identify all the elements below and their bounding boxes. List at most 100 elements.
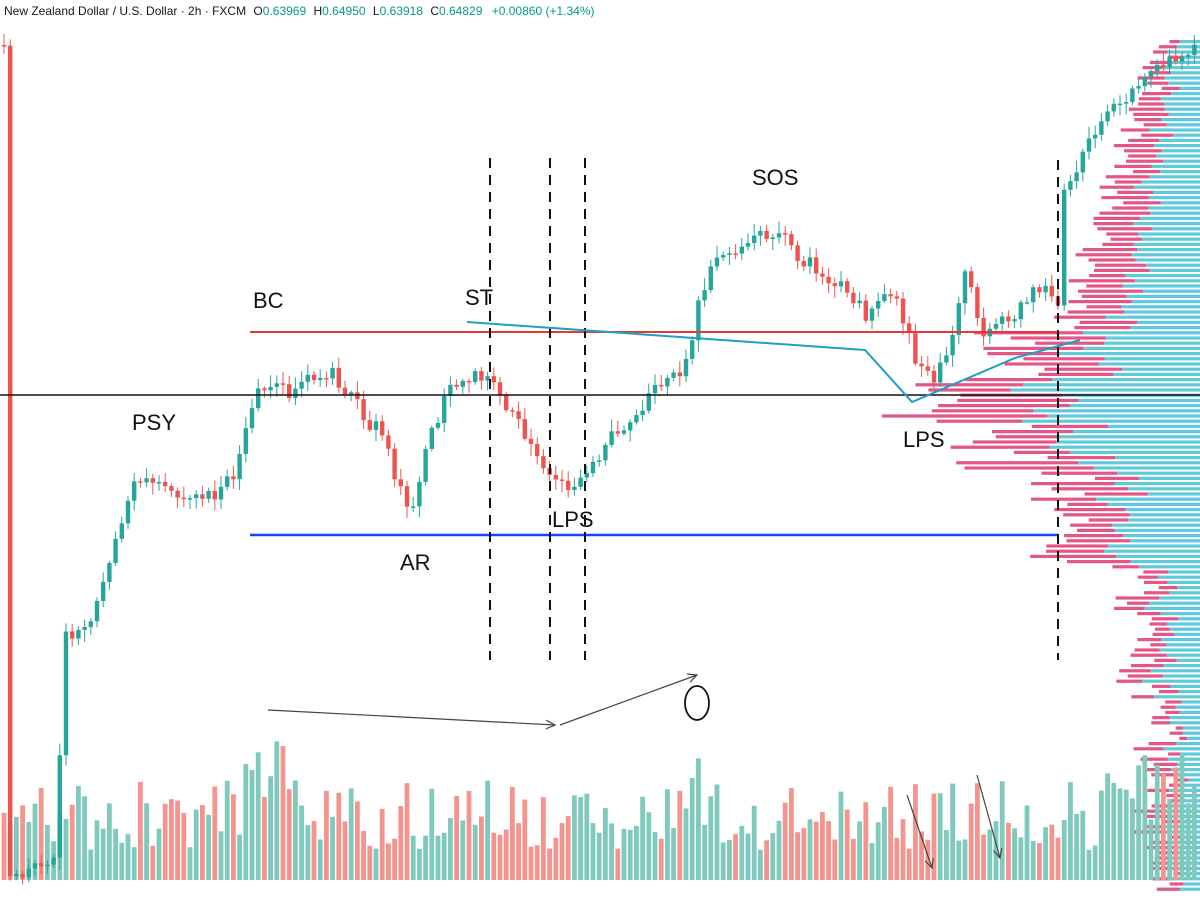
volume-profile-up: [1168, 81, 1200, 85]
label-lps-1: LPS: [552, 507, 594, 532]
volume-profile-up: [1130, 560, 1200, 564]
volume-bar: [237, 834, 242, 880]
volume-profile-up: [1103, 549, 1200, 553]
volume-profile-down: [1131, 809, 1165, 813]
candle-body: [913, 333, 918, 364]
volume-profile-up: [1149, 601, 1200, 605]
candle-body: [398, 479, 403, 487]
volume-profile-up: [1131, 300, 1200, 304]
candle-body: [714, 257, 720, 267]
label-ar: AR: [400, 550, 431, 575]
volume-bar: [584, 793, 590, 880]
volume-profile-up: [1130, 326, 1200, 330]
volume-bar: [925, 839, 931, 880]
volume-profile-up: [1121, 305, 1200, 309]
volume-profile-down: [1086, 284, 1123, 288]
volume-profile-up: [1129, 539, 1200, 543]
volume-bar: [702, 824, 707, 880]
candle-body: [578, 477, 583, 487]
volume-profile-up: [1159, 138, 1200, 142]
volume-arrow-down-3-head: [992, 848, 1003, 860]
volume-profile-up: [1151, 164, 1200, 168]
volume-profile-down: [1068, 300, 1132, 304]
volume-profile-down: [956, 461, 1079, 465]
volume-bar: [355, 801, 360, 880]
candle-body: [144, 478, 149, 483]
volume-bar: [26, 821, 32, 880]
volume-circle: [684, 685, 710, 721]
candle-body: [1080, 151, 1085, 173]
volume-profile-down: [1168, 752, 1180, 756]
candle-body: [665, 377, 670, 387]
candle-body: [342, 387, 348, 395]
volume-profile-down: [1044, 367, 1123, 371]
candle-body: [63, 631, 69, 756]
candle-body: [919, 363, 924, 367]
volume-profile-down: [1165, 710, 1180, 714]
volume-bar: [113, 828, 118, 880]
label-st: ST: [465, 285, 493, 310]
volume-bar: [466, 790, 472, 880]
volume-profile-down: [983, 346, 1084, 350]
volume-profile-up: [1108, 424, 1200, 428]
volume-profile-down: [1120, 128, 1150, 132]
candle-body: [628, 422, 633, 431]
volume-bar: [1037, 843, 1042, 880]
volume-bar: [714, 784, 720, 880]
volume-bar: [1043, 827, 1048, 880]
volume-profile-up: [1169, 591, 1200, 595]
volume-profile-up: [1010, 388, 1200, 392]
volume-profile-down: [1023, 357, 1105, 361]
volume-bar: [1, 812, 7, 880]
volume-bar: [683, 808, 689, 880]
volume-profile-down: [1077, 528, 1115, 532]
volume-bar: [379, 808, 385, 880]
volume-bar: [640, 796, 645, 880]
volume-profile-up: [1179, 799, 1200, 803]
volume-bar: [1068, 782, 1073, 880]
volume-profile-up: [1073, 430, 1200, 434]
volume-bar: [869, 843, 875, 880]
volume-profile-up: [1147, 492, 1200, 496]
volume-profile-down: [1152, 716, 1170, 720]
candle-body: [1006, 316, 1011, 322]
volume-bar: [485, 780, 490, 880]
volume-profile-down: [1148, 840, 1171, 844]
volume-bar: [950, 783, 955, 880]
volume-bar: [249, 769, 255, 880]
volume-profile-down: [1133, 170, 1161, 174]
volume-profile-up: [1124, 310, 1200, 314]
volume-bar: [1030, 841, 1036, 880]
volume-profile-up: [1176, 45, 1200, 49]
candle-body: [132, 481, 137, 501]
volume-profile-up: [1178, 690, 1200, 694]
volume-bar: [1055, 837, 1061, 880]
volume-bar: [1018, 837, 1024, 880]
volume-bar: [63, 818, 69, 880]
volume-profile-down: [1115, 596, 1160, 600]
volume-profile-up: [1129, 513, 1200, 517]
candle-body: [76, 629, 81, 639]
candle-body: [1179, 56, 1185, 62]
candle-body: [442, 396, 447, 423]
volume-profile-down: [1066, 539, 1130, 543]
volume-profile-up: [1131, 253, 1200, 257]
volume-profile-up: [1175, 742, 1200, 746]
volume-bar: [1111, 782, 1117, 880]
volume-profile-up: [1052, 378, 1200, 382]
volume-profile-down: [1128, 154, 1157, 158]
volume-profile-up: [1187, 736, 1200, 740]
volume-profile-down: [938, 404, 1070, 408]
candle-body: [1117, 103, 1123, 106]
volume-bar: [1185, 803, 1191, 880]
volume-profile-down: [1128, 138, 1160, 142]
volume-profile-up: [1105, 336, 1200, 340]
volume-profile-up: [1141, 180, 1200, 184]
volume-bar: [460, 820, 466, 880]
volume-profile-up: [1170, 721, 1200, 725]
candle-body: [553, 474, 558, 480]
volume-profile-up: [1179, 794, 1200, 798]
volume-profile-down: [964, 466, 1094, 470]
candle-body: [795, 245, 800, 261]
candle-body: [603, 444, 608, 461]
